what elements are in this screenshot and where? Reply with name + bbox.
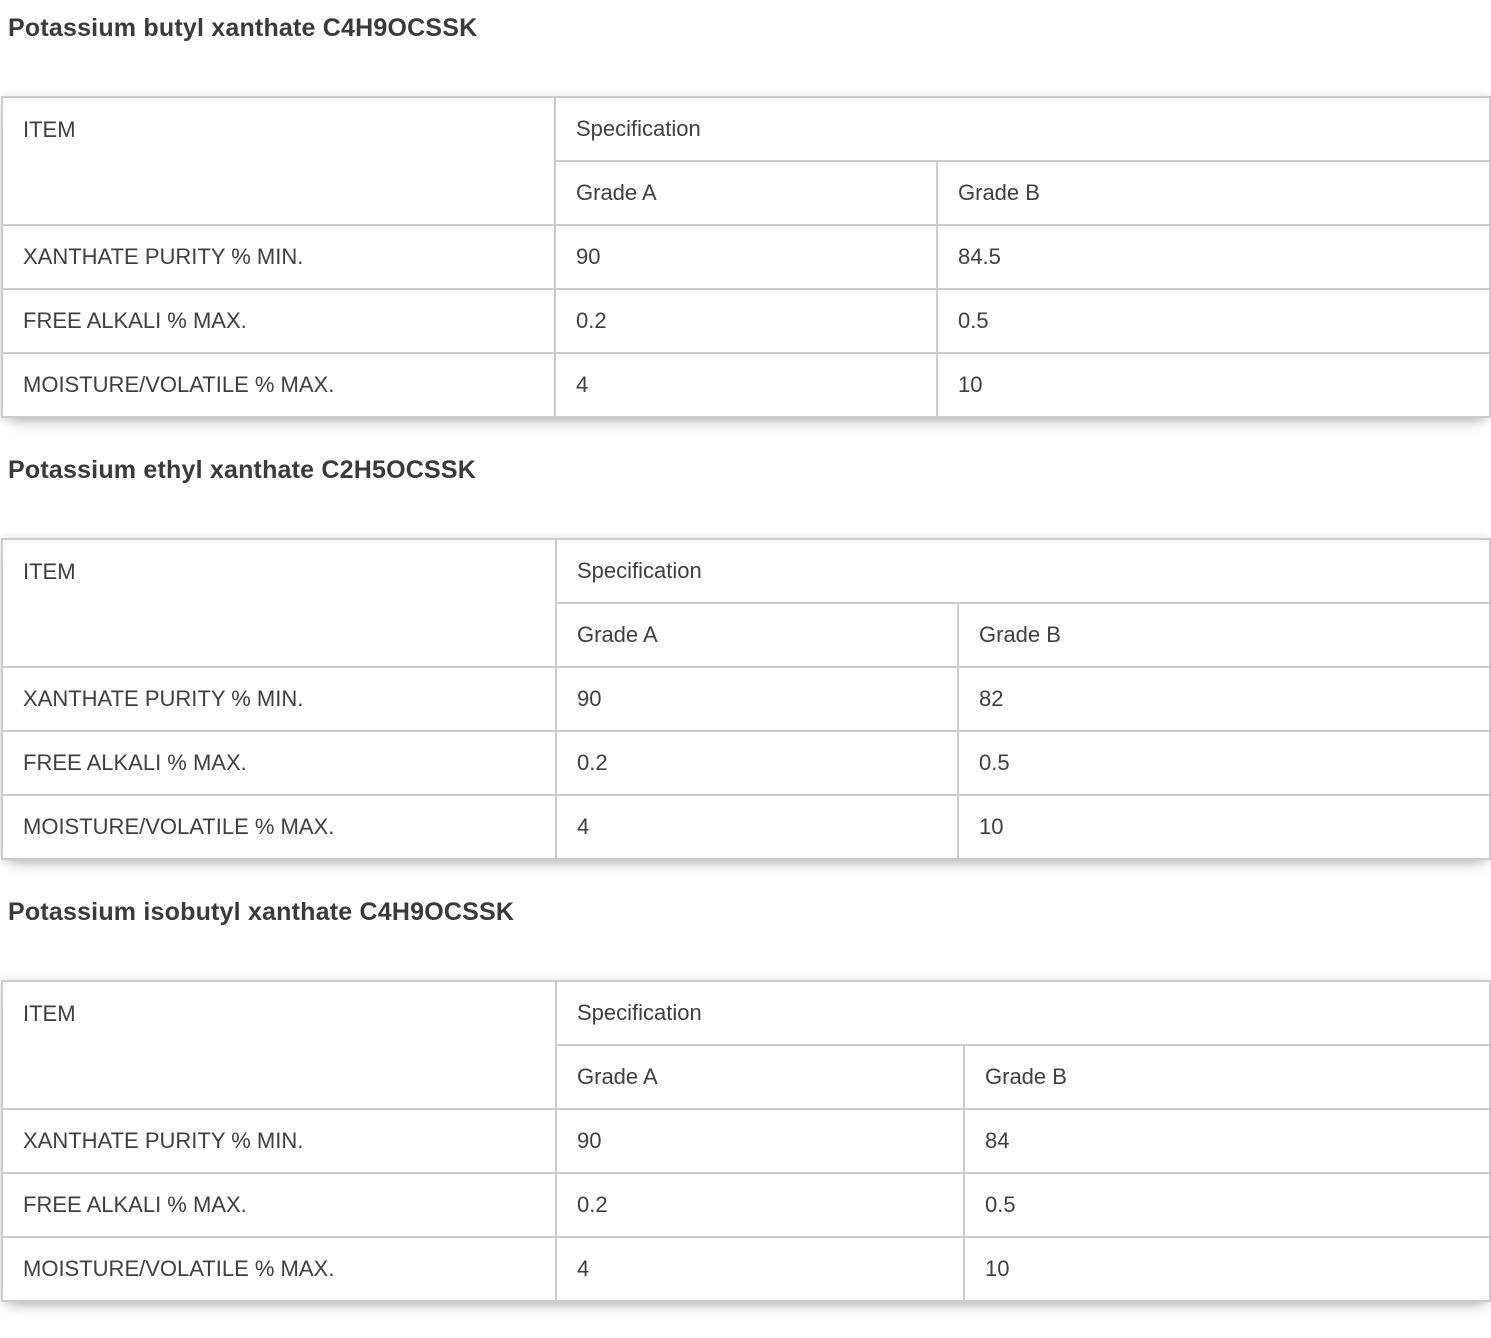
grade-a-value: 4 <box>555 1236 965 1302</box>
product-title: Potassium isobutyl xanthate C4H9OCSSK <box>8 898 515 926</box>
product-title: Potassium butyl xanthate C4H9OCSSK <box>8 14 478 42</box>
grade-b-value: 82 <box>957 666 1491 732</box>
grade-a-value: 90 <box>555 666 959 732</box>
grade-a-value: 4 <box>554 352 938 418</box>
table-subheader-row: Grade A Grade B <box>2 1044 1491 1110</box>
product-spec-page: Potassium butyl xanthate C4H9OCSSK ITEM … <box>0 12 1491 1302</box>
table-header-row: ITEM Specification <box>1 980 1491 1110</box>
col-header-grade-a: Grade A <box>555 602 959 668</box>
row-item-label: XANTHATE PURITY % MIN. <box>1 666 557 732</box>
row-item-label: MOISTURE/VOLATILE % MAX. <box>1 1236 557 1302</box>
grade-a-value: 90 <box>555 1108 965 1174</box>
grade-b-value: 84.5 <box>936 224 1491 290</box>
row-item-label: FREE ALKALI % MAX. <box>1 288 556 354</box>
product-title: Potassium ethyl xanthate C2H5OCSSK <box>8 456 477 484</box>
grade-b-value: 0.5 <box>936 288 1491 354</box>
grade-b-value: 10 <box>957 794 1491 860</box>
table-row: XANTHATE PURITY % MIN. 90 82 <box>1 666 1491 732</box>
grade-a-value: 0.2 <box>554 288 938 354</box>
col-header-grade-a: Grade A <box>554 160 938 226</box>
col-header-item: ITEM <box>1 980 557 1110</box>
row-item-label: MOISTURE/VOLATILE % MAX. <box>1 794 557 860</box>
product-section-ethyl: Potassium ethyl xanthate C2H5OCSSK ITEM … <box>0 454 1491 860</box>
spec-table: ITEM Specification Grade A Grade B XANTH… <box>1 980 1491 1302</box>
grade-a-value: 0.2 <box>555 1172 965 1238</box>
row-item-label: MOISTURE/VOLATILE % MAX. <box>1 352 556 418</box>
table-row: MOISTURE/VOLATILE % MAX. 4 10 <box>1 352 1491 418</box>
product-section-butyl: Potassium butyl xanthate C4H9OCSSK ITEM … <box>0 12 1491 418</box>
grade-b-value: 10 <box>963 1236 1491 1302</box>
row-item-label: FREE ALKALI % MAX. <box>1 1172 557 1238</box>
table-row: MOISTURE/VOLATILE % MAX. 4 10 <box>1 1236 1491 1302</box>
grade-b-value: 10 <box>936 352 1491 418</box>
table-subheader-row: Grade A Grade B <box>2 160 1491 226</box>
table-row: FREE ALKALI % MAX. 0.2 0.5 <box>1 1172 1491 1238</box>
table-row: XANTHATE PURITY % MIN. 90 84.5 <box>1 224 1491 290</box>
grade-a-value: 0.2 <box>555 730 959 796</box>
product-section-isobutyl: Potassium isobutyl xanthate C4H9OCSSK IT… <box>0 896 1491 1302</box>
table-row: MOISTURE/VOLATILE % MAX. 4 10 <box>1 794 1491 860</box>
spec-table: ITEM Specification Grade A Grade B XANTH… <box>1 538 1491 860</box>
row-item-label: XANTHATE PURITY % MIN. <box>1 1108 557 1174</box>
grade-b-value: 0.5 <box>963 1172 1491 1238</box>
table-row: FREE ALKALI % MAX. 0.2 0.5 <box>1 730 1491 796</box>
table-row: XANTHATE PURITY % MIN. 90 84 <box>1 1108 1491 1174</box>
col-header-grade-b: Grade B <box>936 160 1491 226</box>
grade-b-value: 84 <box>963 1108 1491 1174</box>
row-item-label: FREE ALKALI % MAX. <box>1 730 557 796</box>
col-header-grade-b: Grade B <box>963 1044 1491 1110</box>
grade-a-value: 4 <box>555 794 959 860</box>
grade-b-value: 0.5 <box>957 730 1491 796</box>
col-header-grade-b: Grade B <box>957 602 1491 668</box>
row-item-label: XANTHATE PURITY % MIN. <box>1 224 556 290</box>
col-header-item: ITEM <box>1 96 556 226</box>
table-header-row: ITEM Specification <box>1 96 1491 226</box>
col-header-specification: Specification <box>555 980 1491 1046</box>
spec-table: ITEM Specification Grade A Grade B XANTH… <box>1 96 1491 418</box>
grade-a-value: 90 <box>554 224 938 290</box>
col-header-grade-a: Grade A <box>555 1044 965 1110</box>
col-header-item: ITEM <box>1 538 557 668</box>
table-header-row: ITEM Specification <box>1 538 1491 668</box>
col-header-specification: Specification <box>554 96 1491 162</box>
table-row: FREE ALKALI % MAX. 0.2 0.5 <box>1 288 1491 354</box>
col-header-specification: Specification <box>555 538 1491 604</box>
table-subheader-row: Grade A Grade B <box>2 602 1491 668</box>
